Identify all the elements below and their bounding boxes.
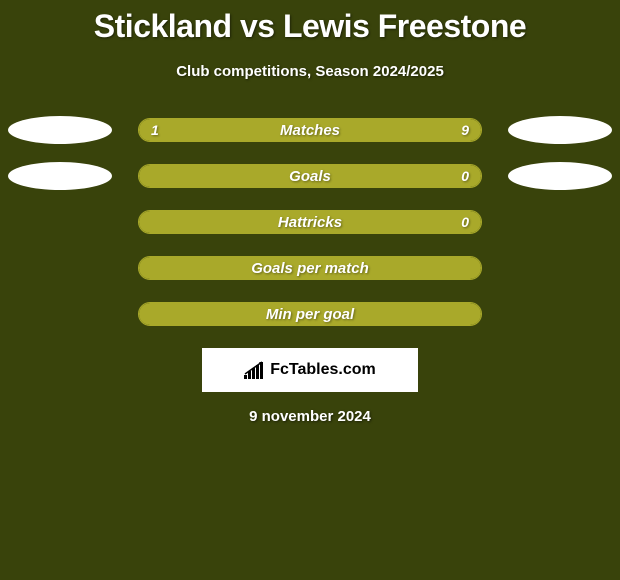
stat-label: Min per goal: [139, 306, 481, 323]
stat-value-right: 0: [461, 214, 469, 230]
stat-bar: Goals per match: [138, 256, 482, 280]
subtitle: Club competitions, Season 2024/2025: [0, 63, 620, 80]
stat-value-left: 1: [151, 122, 159, 138]
stat-label: Goals: [139, 168, 481, 185]
stat-label: Hattricks: [139, 214, 481, 231]
stat-label: Matches: [139, 122, 481, 139]
stat-bar: Goals0: [138, 164, 482, 188]
stat-value-right: 0: [461, 168, 469, 184]
date-label: 9 november 2024: [0, 408, 620, 425]
player-avatar-right: [508, 162, 612, 190]
stat-label: Goals per match: [139, 260, 481, 277]
player-avatar-left: [8, 162, 112, 190]
logo: FcTables.com: [244, 361, 376, 379]
stat-value-right: 9: [461, 122, 469, 138]
stat-bar: Matches1 9: [138, 118, 482, 142]
stat-row: Goals per match: [0, 256, 620, 280]
stat-row: Hattricks0: [0, 210, 620, 234]
stat-rows: Matches19Goals0Hattricks0Goals per match…: [0, 118, 620, 326]
player-avatar-right: [508, 116, 612, 144]
stat-row: Min per goal: [0, 302, 620, 326]
logo-chart-icon: [244, 361, 266, 379]
logo-box: FcTables.com: [202, 348, 418, 392]
stat-row: Matches1 9: [0, 118, 620, 142]
logo-text: FcTables.com: [270, 361, 376, 379]
player-avatar-left: [8, 116, 112, 144]
stat-bar: Hattricks0: [138, 210, 482, 234]
stat-bar: Min per goal: [138, 302, 482, 326]
stat-row: Goals0: [0, 164, 620, 188]
comparison-infographic: Stickland vs Lewis Freestone Club compet…: [0, 0, 620, 425]
page-title: Stickland vs Lewis Freestone: [0, 8, 620, 45]
